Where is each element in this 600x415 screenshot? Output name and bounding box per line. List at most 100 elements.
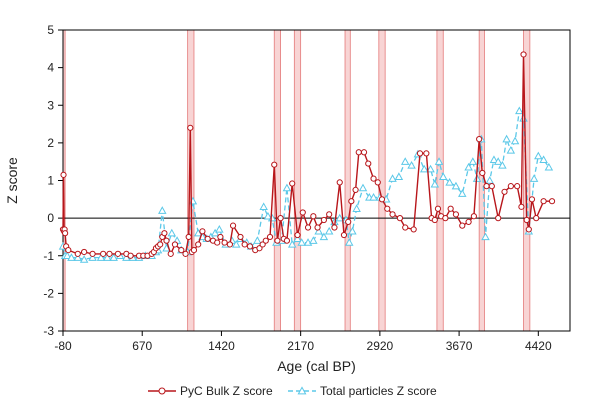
data-point	[319, 232, 329, 241]
data-point	[525, 226, 532, 233]
legend-item: PyC Bulk Z score	[148, 384, 273, 398]
highlight-band	[436, 29, 444, 332]
legend-marker	[297, 386, 307, 395]
data-point	[229, 222, 237, 229]
data-point	[127, 252, 134, 259]
data-point	[493, 157, 503, 165]
data-point	[293, 234, 302, 243]
data-point	[426, 164, 435, 173]
highlight-band	[293, 29, 302, 332]
data-point	[394, 172, 404, 180]
y-tick-label: 0	[47, 211, 54, 225]
series-total-particles	[58, 106, 554, 263]
y-axis: -3 -2 -1 0 1 2 3 4 5	[43, 23, 63, 338]
data-point	[510, 136, 520, 145]
data-point	[294, 231, 301, 239]
data-point	[423, 150, 430, 157]
data-point	[370, 175, 377, 182]
data-point	[468, 157, 478, 165]
data-point	[430, 179, 440, 188]
data-point	[73, 253, 83, 261]
highlight-band	[344, 29, 351, 332]
x-tick-label: -80	[54, 339, 72, 353]
data-point	[282, 183, 292, 192]
data-point	[157, 241, 164, 248]
y-tick-label: 3	[47, 98, 54, 112]
data-point	[489, 155, 499, 164]
data-point	[274, 237, 281, 244]
data-point	[158, 206, 167, 214]
data-point	[182, 250, 189, 257]
x-tick-label: 1420	[208, 339, 235, 353]
y-tick-label: 5	[47, 23, 54, 37]
data-point	[498, 161, 507, 169]
data-point	[514, 183, 521, 190]
data-point	[62, 251, 72, 259]
data-point	[187, 124, 194, 131]
data-point	[67, 253, 76, 261]
data-point	[340, 231, 348, 239]
data-point	[506, 145, 516, 154]
data-point	[178, 247, 185, 254]
data-point	[523, 216, 530, 224]
y-tick-label: 2	[47, 136, 54, 150]
data-point	[515, 106, 524, 115]
data-point	[481, 232, 490, 241]
data-point	[459, 222, 466, 229]
data-point	[324, 226, 334, 235]
data-point	[65, 247, 72, 254]
data-point	[465, 218, 472, 225]
data-point	[190, 247, 198, 254]
data-point	[355, 149, 362, 156]
data-point	[167, 250, 174, 257]
data-point	[528, 196, 536, 203]
data-point	[74, 250, 81, 257]
data-point	[299, 209, 306, 216]
data-point	[204, 235, 211, 242]
data-point	[464, 162, 473, 171]
x-tick-label: 4420	[525, 339, 552, 353]
series-pyc-bulk	[59, 51, 556, 259]
data-point	[287, 240, 297, 248]
data-point	[106, 250, 113, 257]
data-point	[114, 250, 122, 257]
legend-item: Total particles Z score	[288, 384, 437, 398]
data-point	[215, 224, 224, 233]
data-point	[289, 180, 296, 187]
data-point	[529, 174, 539, 182]
data-point	[348, 198, 355, 205]
data-point	[360, 149, 368, 156]
data-point	[388, 174, 397, 182]
data-point	[60, 171, 67, 178]
data-point	[416, 150, 424, 157]
data-point	[246, 243, 254, 250]
data-point	[419, 164, 429, 173]
data-point	[434, 205, 442, 212]
data-point	[365, 160, 372, 167]
legend: PyC Bulk Z score Total particles Z score	[148, 384, 437, 398]
data-point	[548, 198, 556, 205]
data-point	[434, 157, 444, 165]
data-point	[259, 202, 268, 211]
data-point	[389, 211, 396, 218]
data-point	[96, 253, 106, 261]
x-tick-label: 3670	[446, 339, 473, 353]
x-tick-label: 2920	[367, 339, 394, 353]
data-point	[167, 228, 177, 237]
data-point	[231, 240, 241, 248]
data-point	[331, 224, 338, 231]
data-point	[336, 179, 343, 186]
data-point	[345, 218, 352, 225]
data-point	[374, 179, 381, 186]
plot-frame	[62, 29, 571, 332]
data-point	[266, 233, 274, 241]
data-point	[163, 237, 170, 244]
data-point	[452, 211, 460, 218]
data-point	[458, 189, 467, 197]
data-point	[501, 188, 508, 195]
data-point	[310, 213, 317, 220]
x-axis-title: Age (cal BP)	[277, 358, 356, 374]
data-point	[520, 51, 527, 58]
data-point	[410, 226, 417, 233]
series-layer	[58, 51, 556, 263]
